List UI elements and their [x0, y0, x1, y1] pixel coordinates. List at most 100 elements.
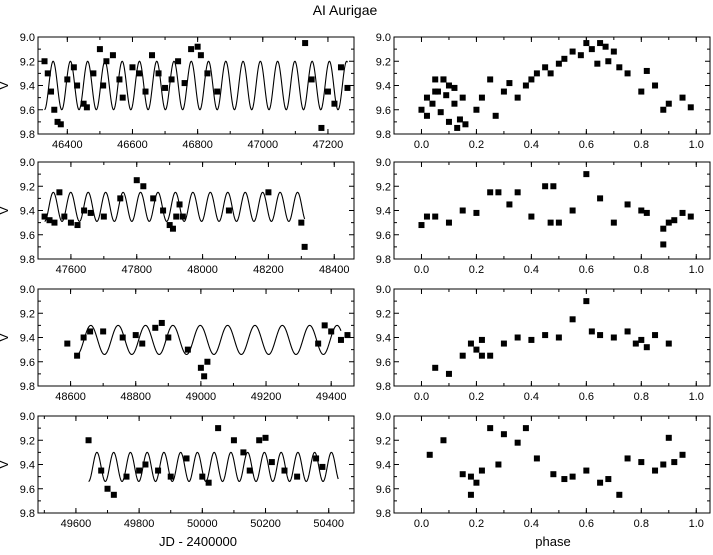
data-point	[522, 425, 529, 432]
data-point	[205, 479, 212, 486]
y-axis-label: V	[0, 333, 11, 342]
data-point	[547, 70, 554, 77]
data-point	[199, 473, 206, 480]
data-point	[652, 82, 659, 89]
fit-curve	[44, 60, 348, 111]
x-tick-label: 47800	[121, 264, 152, 276]
data-point	[181, 80, 188, 87]
data-point	[46, 217, 53, 224]
data-point	[500, 431, 507, 438]
plot-frame	[393, 36, 711, 135]
data-point	[610, 219, 617, 226]
x-tick-label: 46400	[52, 139, 83, 151]
data-point	[528, 213, 535, 220]
data-point	[467, 340, 474, 347]
data-point	[473, 209, 480, 216]
data-point	[344, 332, 351, 339]
x-tick-label: 49600	[61, 518, 92, 530]
y-tick-label: 9.4	[20, 81, 35, 93]
data-point	[119, 94, 126, 101]
x-tick-label: 50000	[187, 518, 218, 530]
data-point	[459, 471, 466, 478]
data-point	[179, 213, 186, 220]
data-point	[432, 364, 439, 371]
data-point	[597, 40, 604, 47]
data-point	[638, 336, 645, 343]
data-point	[204, 70, 211, 77]
data-point	[583, 467, 590, 474]
data-point	[87, 328, 94, 335]
x-tick-label: 46600	[117, 139, 148, 151]
data-point	[155, 70, 162, 77]
data-point	[132, 332, 139, 339]
y-tick-label: 9.0	[376, 284, 391, 296]
data-point	[116, 76, 123, 83]
data-point	[687, 104, 694, 111]
data-point	[90, 70, 97, 77]
data-point	[308, 76, 315, 83]
data-point	[440, 76, 447, 83]
data-point	[129, 64, 136, 71]
x-tick-label: 50400	[313, 518, 344, 530]
data-point	[246, 467, 253, 474]
data-point	[638, 459, 645, 466]
data-point	[135, 70, 142, 77]
y-tick-label: 9.8	[20, 381, 35, 393]
data-point	[652, 332, 659, 339]
data-point	[550, 183, 557, 190]
x-tick-label: 0.0	[414, 139, 429, 151]
x-tick-label: 0.2	[469, 264, 484, 276]
data-point	[142, 88, 149, 95]
y-tick-label: 9.6	[20, 484, 35, 496]
data-point	[175, 58, 182, 65]
data-point	[165, 334, 172, 341]
data-point	[194, 43, 201, 50]
x-tick-label: 0.0	[414, 391, 429, 403]
data-point	[166, 222, 173, 229]
x-tick-label: 48000	[187, 264, 218, 276]
data-point	[660, 461, 667, 468]
data-point	[462, 121, 469, 128]
data-point	[624, 455, 631, 462]
data-point	[487, 76, 494, 83]
data-point	[423, 213, 430, 220]
y-tick-label: 9.6	[376, 105, 391, 117]
y-tick-label: 9.0	[20, 284, 35, 296]
data-point	[201, 373, 208, 380]
x-tick-label: 0.0	[414, 264, 429, 276]
data-point	[643, 344, 650, 351]
y-tick-label: 9.6	[376, 484, 391, 496]
x-tick-label: 0.4	[524, 139, 539, 151]
y-tick-label: 9.0	[376, 32, 391, 44]
data-point	[103, 58, 110, 65]
y-tick-label: 9.8	[376, 129, 391, 141]
data-point	[679, 209, 686, 216]
data-point	[204, 358, 211, 365]
data-point	[313, 455, 320, 462]
data-point	[440, 437, 447, 444]
panel-row4-left: 9.0 9.2 9.4 9.6 9.8 49600 49800 50000 50200 50400…	[0, 411, 355, 530]
x-tick-label: 47600	[56, 264, 87, 276]
data-point	[610, 48, 617, 55]
data-point	[418, 106, 425, 113]
data-point	[679, 94, 686, 101]
data-point	[197, 52, 204, 59]
y-tick-label: 9.2	[376, 308, 391, 320]
y-tick-label: 9.6	[376, 230, 391, 242]
data-point	[437, 109, 444, 116]
data-point	[67, 219, 74, 226]
data-point	[555, 334, 562, 341]
data-point	[583, 298, 590, 305]
data-point	[610, 334, 617, 341]
data-point	[119, 334, 126, 341]
data-point	[109, 52, 116, 59]
data-point	[197, 364, 204, 371]
data-point	[665, 219, 672, 226]
data-point	[96, 46, 103, 53]
data-point	[616, 491, 623, 498]
x-tick-label: 0.2	[469, 391, 484, 403]
data-point	[70, 64, 77, 71]
data-point	[56, 189, 63, 196]
data-point	[432, 88, 439, 95]
